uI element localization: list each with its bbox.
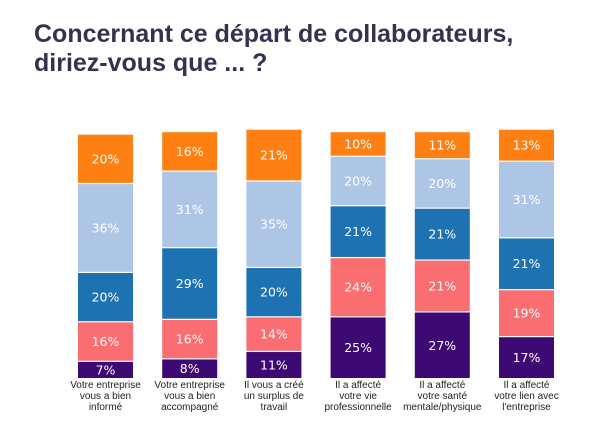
bar-segment <box>246 268 302 317</box>
bar-segment <box>499 161 554 238</box>
data-label: 27% <box>428 338 456 353</box>
bar-segment <box>499 337 554 378</box>
data-label: 16% <box>176 332 204 347</box>
category-label-line: votre vie <box>339 391 377 402</box>
bar-segment <box>330 317 386 378</box>
category-label-line: informé <box>89 402 123 413</box>
bar-segment <box>162 319 218 359</box>
category-label-line: Il a affecté <box>504 380 550 391</box>
data-label: 13% <box>513 138 541 153</box>
data-label: 25% <box>344 340 372 355</box>
category-label-line: Votre entreprise <box>154 380 225 391</box>
bar-segment <box>246 181 302 267</box>
category-label-line: professionnelle <box>324 402 392 413</box>
category-label-line: Votre entreprise <box>70 380 141 391</box>
bar-segment <box>246 352 302 378</box>
category-label: Il a affecté votre vie professionnelle <box>324 380 392 413</box>
category-label: Il vous a créé un surplus de travail <box>244 380 304 413</box>
data-label: 16% <box>92 334 120 349</box>
bar-segment <box>414 208 470 260</box>
category-label-line: accompagné <box>161 402 219 413</box>
category-label: Il a affecté votre santé mentale/physique <box>403 380 482 413</box>
data-label: 7% <box>96 362 116 377</box>
data-label: 11% <box>428 138 456 153</box>
data-label: 14% <box>260 327 288 342</box>
bar-segment <box>414 159 470 208</box>
category-label-line: mentale/physique <box>403 402 482 413</box>
category-label-line: Il vous a créé <box>244 380 304 391</box>
data-label: 24% <box>344 280 372 295</box>
data-label: 20% <box>428 176 456 191</box>
bar-segment <box>78 322 133 361</box>
data-label: 29% <box>176 276 204 291</box>
bar-segment <box>78 134 133 183</box>
data-label: 36% <box>92 220 120 235</box>
data-label: 20% <box>344 174 372 189</box>
data-label: 11% <box>260 358 288 373</box>
bar-segment <box>162 359 218 378</box>
bar-segment <box>246 129 302 181</box>
data-label: 21% <box>428 278 456 293</box>
bar-segment <box>414 260 470 312</box>
bar-segment <box>330 206 386 257</box>
bar-segment <box>162 132 218 171</box>
data-label: 20% <box>92 151 120 166</box>
data-label: 8% <box>180 361 200 376</box>
category-label: Votre entreprise vous a bien accompagné <box>154 380 225 413</box>
data-label: 21% <box>344 224 372 239</box>
category-label-line: vous a bien <box>164 391 215 402</box>
category-label-line: travail <box>261 402 288 413</box>
category-label: Votre entreprise vous a bien informé <box>70 380 141 413</box>
bar-segment <box>330 156 386 206</box>
category-label-line: votre santé <box>418 391 468 402</box>
bar-segment <box>78 184 133 272</box>
category-label-line: Il a affecté <box>335 380 381 391</box>
bar-segment <box>162 248 218 319</box>
data-label: 31% <box>513 192 541 207</box>
chart-title-line-1: Concernant ce départ de collaborateurs, <box>34 20 514 48</box>
category-label-line: un surplus de <box>244 391 304 402</box>
data-label: 35% <box>260 217 288 232</box>
data-label: 17% <box>513 350 541 365</box>
bar-segment <box>414 312 470 378</box>
data-label: 16% <box>176 144 204 159</box>
bar-segment <box>499 129 554 161</box>
category-label-line: vous a bien <box>80 391 131 402</box>
category-label: Il a affecté votre lien avec l'entreprise <box>494 380 558 413</box>
bar-segment <box>78 361 133 378</box>
bar-segment <box>414 132 470 159</box>
bar-segment <box>78 272 133 322</box>
data-label: 21% <box>260 148 288 163</box>
bar-segment <box>246 317 302 351</box>
category-label-line: Il a affecté <box>419 380 465 391</box>
bar-segment <box>330 258 386 317</box>
data-label: 19% <box>513 306 541 321</box>
chart-title-line-2: diriez-vous que ... ? <box>34 49 268 77</box>
bar-segment <box>499 238 554 290</box>
data-label: 31% <box>176 202 204 217</box>
chart-title: Concernant ce départ de collaborateurs, … <box>34 20 594 78</box>
data-label: 20% <box>260 285 288 300</box>
category-label-line: votre lien avec <box>494 391 558 402</box>
bar-segment <box>162 171 218 248</box>
data-label: 21% <box>428 227 456 242</box>
bar-segment <box>330 132 386 156</box>
data-label: 20% <box>92 290 120 305</box>
category-label-line: l'entreprise <box>502 402 551 413</box>
bar-segment <box>499 290 554 337</box>
data-label: 21% <box>513 256 541 271</box>
data-label: 10% <box>344 136 372 151</box>
